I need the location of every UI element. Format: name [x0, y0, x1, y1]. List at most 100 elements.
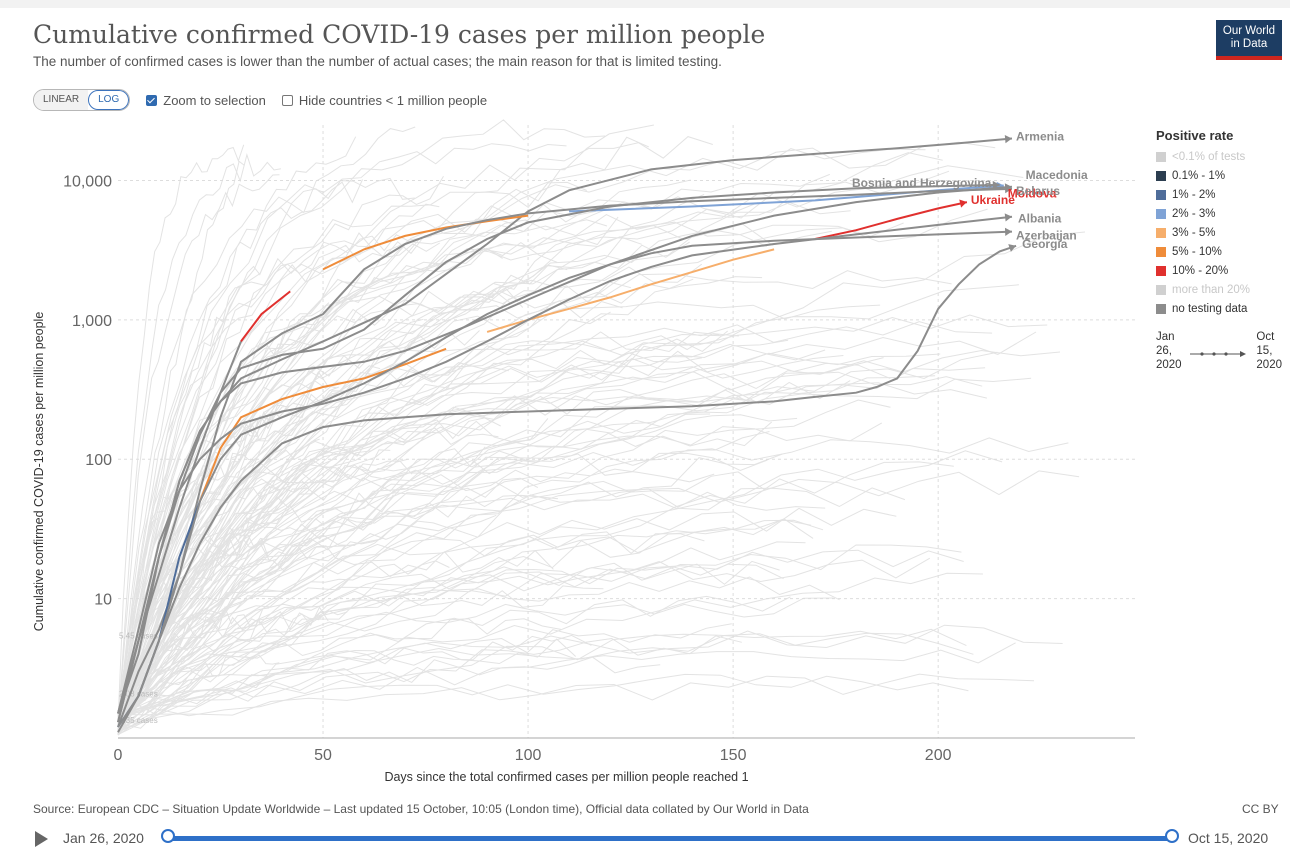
- background-country-line: [117, 413, 711, 717]
- background-country-line: [117, 399, 891, 718]
- background-country-line: [117, 642, 1016, 733]
- chart-title: Cumulative confirmed COVID-19 cases per …: [33, 20, 766, 49]
- background-country-line: [117, 624, 1063, 716]
- background-country-line: [117, 610, 348, 736]
- zoom-checkbox-box[interactable]: [146, 94, 158, 106]
- legend-title: Positive rate: [1156, 128, 1234, 143]
- background-country-line: [117, 634, 592, 736]
- legend-item[interactable]: more than 20%: [1156, 280, 1286, 299]
- background-country-line: [117, 514, 497, 725]
- background-country-line: [117, 375, 936, 731]
- series-label: Albania: [1018, 212, 1062, 226]
- legend-label: 0.1% - 1%: [1172, 169, 1226, 182]
- line-chart: 10 100 1,000 10,000 0 50 100 150 200 Days since t…: [32, 119, 1135, 784]
- background-country-line: [117, 544, 962, 715]
- series-label: Azerbaijan: [1016, 229, 1077, 243]
- legend-item[interactable]: 1% - 2%: [1156, 185, 1286, 204]
- background-country-line: [117, 597, 834, 736]
- x-tick-label: 150: [720, 747, 747, 764]
- background-country-line: [117, 201, 656, 727]
- legend-swatch: [1156, 151, 1166, 162]
- timeline-start-date: Jan 26, 2020: [63, 830, 144, 846]
- background-country-line: [117, 487, 906, 717]
- top-frame: [0, 0, 1290, 8]
- background-country-line: [117, 628, 967, 731]
- background-country-line: [117, 623, 732, 722]
- linear-scale-button[interactable]: LINEAR: [34, 90, 89, 110]
- owid-logo[interactable]: Our World in Data: [1216, 20, 1282, 60]
- background-country-line: [117, 656, 661, 729]
- positive-rate-legend: Positive rate <0.1% of tests 0.1% - 1% 1% …: [1156, 128, 1286, 318]
- background-country-line: [117, 229, 767, 734]
- background-country-line: [117, 377, 1032, 715]
- background-country-line: [117, 507, 897, 716]
- background-country-line: [117, 494, 559, 725]
- background-country-line: [117, 673, 969, 733]
- timeline-slider: Jan 26, 2020 Oct 15, 2020: [33, 826, 1283, 850]
- source-note: Source: European CDC – Situation Update …: [33, 802, 809, 816]
- logo-bar: [1216, 56, 1282, 60]
- background-country-line: [117, 136, 357, 728]
- x-tick-label: 100: [515, 747, 542, 764]
- background-country-line: [117, 351, 998, 734]
- series-line: [486, 248, 775, 333]
- series-label: Georgia: [1022, 237, 1068, 251]
- hide-small-countries-checkbox[interactable]: Hide countries < 1 million people: [281, 93, 487, 108]
- hide-checkbox-box[interactable]: [281, 94, 293, 106]
- zoom-to-selection-checkbox[interactable]: Zoom to selection: [146, 93, 266, 108]
- logo-line-1: Our World: [1222, 25, 1276, 37]
- play-icon[interactable]: [35, 831, 48, 847]
- y-tick-label: 10,000: [63, 173, 112, 190]
- timeline-end-handle[interactable]: [1165, 829, 1179, 843]
- legend-item[interactable]: 10% - 20%: [1156, 261, 1286, 280]
- background-country-lines: [117, 119, 1086, 736]
- legend-swatch: [1156, 246, 1166, 257]
- timeline-end-date: Oct 15, 2020: [1188, 830, 1269, 846]
- legend-item[interactable]: <0.1% of tests: [1156, 147, 1286, 166]
- legend-item[interactable]: 2% - 3%: [1156, 204, 1286, 223]
- timeline-start-handle[interactable]: [161, 829, 175, 843]
- legend-start-year: 2020: [1156, 359, 1182, 371]
- legend-item[interactable]: 5% - 10%: [1156, 242, 1286, 261]
- legend-swatch: [1156, 227, 1166, 238]
- x-tick-label: 0: [114, 747, 123, 764]
- background-country-line: [117, 549, 964, 731]
- background-country-line: [117, 330, 729, 734]
- background-country-line: [117, 519, 812, 724]
- background-country-line: [117, 382, 988, 721]
- legend-swatch: [1156, 303, 1166, 314]
- series-line: [117, 215, 1013, 714]
- timeline-track[interactable]: [167, 836, 1173, 841]
- legend-swatch: [1156, 284, 1166, 295]
- legend-item[interactable]: 0.1% - 1%: [1156, 166, 1286, 185]
- log-scale-button[interactable]: LOG: [88, 90, 130, 110]
- background-country-line: [117, 173, 830, 720]
- series-line: [117, 183, 1000, 723]
- license-link[interactable]: CC BY: [1242, 802, 1279, 816]
- background-country-line: [117, 148, 926, 721]
- series-line: [240, 290, 291, 343]
- series-arrowhead: [1004, 227, 1012, 236]
- background-country-line: [117, 557, 931, 728]
- background-country-line: [117, 276, 763, 732]
- legend-time-arrow-icon: [1190, 351, 1246, 357]
- background-country-line: [117, 177, 415, 729]
- series-line: [117, 244, 1017, 733]
- series-arrowhead: [1004, 135, 1012, 144]
- series-line: [569, 184, 1004, 213]
- legend-item[interactable]: 3% - 5%: [1156, 223, 1286, 242]
- legend-label: more than 20%: [1172, 283, 1250, 296]
- series-line: [117, 230, 1013, 728]
- legend-item[interactable]: no testing data: [1156, 299, 1286, 318]
- legend-time-end: Oct 15, 2020: [1256, 330, 1282, 372]
- series-arrowhead: [992, 180, 1000, 190]
- series-line: [199, 347, 447, 502]
- background-country-line: [117, 352, 941, 717]
- legend-start-day: 26,: [1156, 345, 1172, 357]
- background-country-line: [117, 141, 996, 721]
- series-label: Ukraine: [971, 193, 1015, 207]
- y-tick-label: 10: [94, 592, 112, 609]
- background-country-line: [117, 357, 884, 721]
- background-country-line: [117, 181, 587, 722]
- legend-end-day: 15,: [1256, 345, 1273, 357]
